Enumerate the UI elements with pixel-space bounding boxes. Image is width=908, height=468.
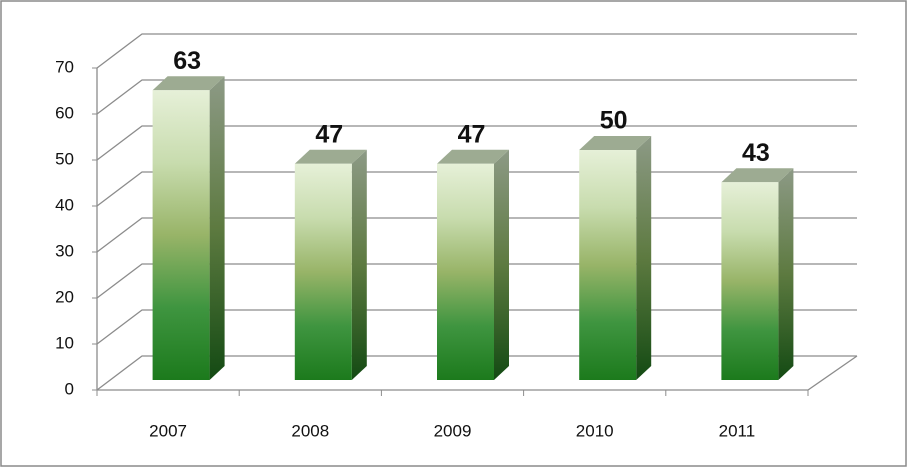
x-tick-label: 2011	[719, 421, 756, 440]
bar-side	[209, 76, 225, 380]
bar	[579, 150, 637, 380]
y-tick-label: 70	[55, 57, 74, 76]
value-label: 47	[458, 120, 486, 148]
grid-line	[96, 33, 857, 69]
bar-top	[437, 149, 509, 164]
bar	[437, 163, 494, 380]
bar-top	[721, 168, 794, 183]
value-label: 47	[315, 120, 343, 148]
bar-top	[152, 76, 225, 91]
y-tick-label: 50	[55, 149, 74, 168]
x-tick-label: 2010	[576, 421, 614, 440]
y-tick-label: 60	[55, 103, 74, 122]
x-tick-label: 2007	[149, 421, 187, 440]
x-tick-label: 2009	[434, 421, 472, 440]
value-label: 63	[173, 47, 201, 75]
bar-side	[778, 168, 794, 380]
bar-side	[351, 149, 367, 380]
bar	[721, 182, 779, 380]
bar-side	[636, 136, 652, 380]
y-tick-label: 20	[55, 287, 74, 306]
value-label: 43	[742, 139, 770, 167]
bar-side	[494, 149, 509, 380]
bar	[294, 163, 352, 380]
y-tick-label: 10	[55, 333, 74, 352]
x-tick-label: 2008	[291, 421, 329, 440]
bar	[152, 90, 210, 380]
y-tick-label: 40	[55, 195, 74, 214]
value-label: 50	[600, 107, 628, 135]
y-tick-label: 30	[55, 241, 74, 260]
y-tick-label: 0	[65, 379, 74, 398]
grid-line	[96, 125, 857, 161]
bar-top	[579, 136, 652, 150]
bar-top	[294, 149, 367, 164]
grid-line	[96, 79, 857, 115]
